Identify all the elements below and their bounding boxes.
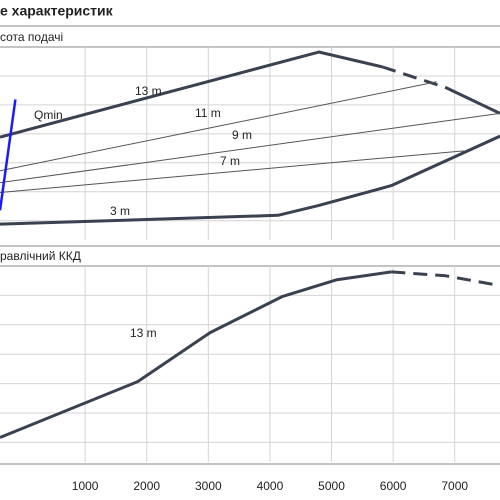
series-label: 9 m	[232, 128, 252, 142]
chart-title: е характеристик	[0, 3, 114, 19]
x-tick-label: 2000	[133, 479, 160, 493]
series-line	[0, 50, 383, 139]
x-tick-label: 6000	[380, 479, 407, 493]
panel-label: сота подачі	[0, 30, 63, 44]
series-label: 11 m	[195, 106, 221, 120]
x-tick-label: 1000	[72, 479, 99, 493]
series-line	[0, 99, 17, 211]
x-tick-label: 4000	[257, 479, 284, 493]
x-tick-label: 7000	[441, 479, 468, 493]
x-tick-label: 5000	[318, 479, 345, 493]
series-line	[445, 86, 500, 115]
series-label: Qmin	[34, 108, 63, 122]
panel-label: равлічний ККД	[0, 249, 81, 263]
series-label: 13 m	[135, 84, 162, 98]
series-line	[0, 112, 500, 184]
series-line	[391, 270, 500, 288]
series-label: 13 m	[130, 326, 157, 340]
series-line	[381, 65, 447, 89]
series-line	[0, 81, 437, 172]
x-tick-label: 3000	[195, 479, 222, 493]
series-label: 3 m	[110, 204, 130, 218]
series-label: 7 m	[220, 154, 240, 168]
series-line	[0, 150, 464, 194]
series-line	[0, 270, 392, 439]
series-line	[0, 134, 500, 226]
